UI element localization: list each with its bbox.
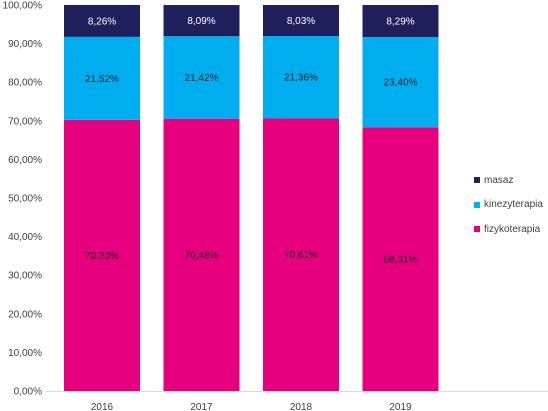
bar-segment-kinezyterapia: [362, 36, 439, 128]
legend-swatch: [474, 226, 480, 232]
bars: 70,23% 21,52% 8,26% 70,48% 21,42% 8,09% 70,61%…: [64, 4, 439, 392]
y-tick-label: 60,00%: [8, 155, 42, 166]
y-tick-label: 50,00%: [8, 194, 42, 205]
legend-swatch: [474, 201, 480, 208]
legend-item-kinezyterapia: kinezyterapia: [474, 199, 543, 211]
bar-segment-fizykoterapia: [163, 118, 240, 391]
x-tick-label: 2019: [389, 402, 412, 411]
legend: masaz kinezyterapia fizykoterapia: [474, 174, 543, 248]
data-label: 21,52%: [85, 74, 119, 85]
bar-segment-fizykoterapia: [362, 127, 439, 392]
bar-segment-masaz: [263, 5, 339, 36]
data-label: 23,40%: [384, 78, 418, 89]
bar-segment-fizykoterapia: [64, 119, 140, 391]
y-tick-label: 10,00%: [8, 348, 42, 359]
x-tick-label: 2016: [91, 402, 114, 411]
bar-segment-masaz: [362, 5, 439, 37]
y-tick-label: 30,00%: [8, 271, 42, 282]
y-tick-label: 0,00%: [14, 387, 42, 398]
y-tick-label: 90,00%: [8, 39, 42, 50]
data-label: 70,61%: [284, 250, 318, 261]
bar-segment-kinezyterapia: [263, 35, 339, 119]
legend-item-fizykoterapia: fizykoterapia: [474, 223, 543, 235]
data-label: 70,23%: [85, 251, 119, 262]
x-tick-label: 2018: [290, 402, 313, 411]
x-axis: 2016 2017 2018 2019: [91, 402, 412, 411]
data-label: 21,42%: [185, 73, 219, 84]
data-label: 8,03%: [287, 16, 315, 27]
y-axis: 0,00% 10,00% 20,00% 30,00% 40,00% 50,00% 60,00…: [3, 1, 548, 398]
y-tick-label: 40,00%: [8, 232, 42, 243]
legend-swatch: [474, 177, 480, 183]
legend-label: kinezyterapia: [484, 199, 543, 210]
bar-segment-kinezyterapia: [163, 36, 240, 119]
y-tick-label: 20,00%: [8, 309, 42, 320]
data-label: 8,09%: [187, 16, 215, 27]
y-tick-label: 70,00%: [8, 116, 42, 127]
data-label: 21,36%: [284, 73, 318, 84]
bar-segment-fizykoterapia: [263, 118, 339, 391]
x-tick-label: 2017: [190, 402, 213, 411]
bar-segment-masaz: [64, 4, 140, 37]
data-label: 8,29%: [386, 16, 414, 27]
bar-segment-kinezyterapia: [64, 36, 140, 120]
bar-segment-masaz: [163, 5, 240, 37]
data-label: 70,48%: [185, 250, 219, 261]
legend-label: masaz: [484, 174, 514, 186]
data-label: 8,26%: [88, 16, 116, 27]
legend-label: fizykoterapia: [484, 223, 541, 235]
y-tick-label: 80,00%: [8, 78, 42, 89]
legend-item-masaz: masaz: [474, 174, 543, 186]
data-label: 68,31%: [384, 255, 418, 266]
y-tick-label: 100,00%: [3, 1, 43, 12]
